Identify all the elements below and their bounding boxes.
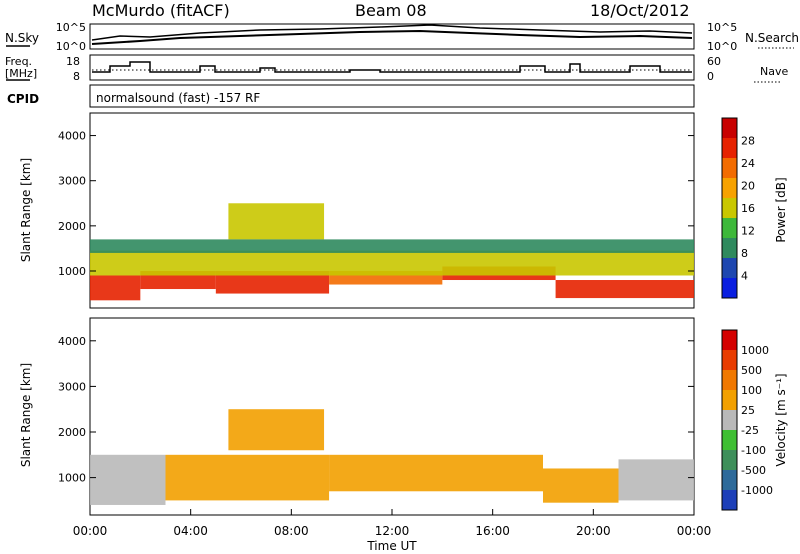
colorbar-tick-label: 20 — [741, 180, 755, 193]
freq-label-line2: [MHz] — [5, 67, 37, 80]
velocity-y-ticks: 1000 2000 3000 4000 — [58, 335, 694, 485]
x-tick-label: 08:00 — [274, 524, 309, 538]
colorbar-cell — [722, 470, 737, 490]
data-band — [543, 468, 619, 503]
y-tick-label: 3000 — [58, 380, 86, 393]
power-colorbar: 4 8 12 16 20 24 28 Power [dB] — [721, 117, 788, 299]
y-tick-label: 1000 — [58, 265, 86, 278]
colorbar-tick-label: 500 — [741, 364, 762, 377]
y-tick-label: 2000 — [58, 220, 86, 233]
power-ylabel: Slant Range [km] — [19, 158, 33, 262]
power-bands — [90, 203, 694, 301]
data-band — [215, 270, 330, 294]
station-title: McMurdo (fitACF) — [92, 1, 230, 20]
colorbar-tick-label: -1000 — [741, 484, 773, 497]
colorbar-tick-label: 1000 — [741, 344, 769, 357]
colorbar-tick-label: 24 — [741, 157, 755, 170]
y-tick-label: 4000 — [58, 335, 86, 348]
colorbar-cell — [722, 238, 737, 258]
nave-tick-bottom: 0 — [707, 70, 714, 83]
cpid-label: CPID — [7, 92, 39, 106]
colorbar-cell — [722, 450, 737, 470]
data-band — [228, 409, 325, 451]
colorbar-cell — [722, 178, 737, 198]
colorbar-tick-label: -100 — [741, 444, 766, 457]
noise-tick-bottom-left: 10^0 — [56, 40, 86, 53]
colorbar-cell — [722, 158, 737, 178]
nsearch-label: N.Search — [745, 31, 799, 45]
noise-tick-top-right: 10^5 — [707, 21, 737, 34]
colorbar-cell — [722, 430, 737, 450]
y-tick-label: 1000 — [58, 472, 86, 485]
velocity-panel: 1000 2000 3000 4000 Slant Range [km] — [19, 317, 695, 516]
time-axis-label: Time UT — [366, 539, 417, 553]
colorbar-cell — [722, 138, 737, 158]
colorbar-tick-label: 12 — [741, 225, 755, 238]
freq-tick-top: 18 — [66, 55, 80, 68]
freq-trace — [92, 61, 692, 73]
velocity-colorbar-label: Velocity [m s⁻¹] — [774, 373, 788, 466]
velocity-bands — [90, 409, 694, 505]
colorbar-cell — [722, 278, 737, 298]
data-band — [90, 275, 141, 301]
colorbar-tick-label: -25 — [741, 424, 759, 437]
freq-tick-bottom: 8 — [73, 70, 80, 83]
colorbar-cell — [722, 218, 737, 238]
data-band — [90, 250, 694, 276]
data-band — [329, 454, 543, 492]
beam-title: Beam 08 — [355, 1, 427, 20]
colorbar-tick-label: 8 — [741, 247, 748, 260]
freq-label-line1: Freq. — [5, 55, 32, 68]
x-tick-label: 16:00 — [475, 524, 510, 538]
x-tick-label: 04:00 — [173, 524, 208, 538]
colorbar-tick-label: 25 — [741, 404, 755, 417]
noise-tick-top-left: 10^5 — [56, 21, 86, 34]
nsky-label: N.Sky — [5, 31, 39, 45]
colorbar-cell — [722, 490, 737, 510]
x-tick-label: 00:00 — [73, 524, 108, 538]
cpid-text: normalsound (fast) -157 RF — [96, 91, 260, 105]
colorbar-cell — [722, 410, 737, 430]
velocity-ylabel: Slant Range [km] — [19, 363, 33, 467]
data-band — [90, 454, 166, 505]
colorbar-cell — [722, 198, 737, 218]
nave-label: Nave — [760, 65, 788, 78]
cpid-panel — [89, 84, 695, 108]
velocity-colorbar: 1000 500 100 25 -25 -100 -500 -1000 Velocity [m… — [721, 329, 788, 511]
colorbar-cell — [722, 330, 737, 350]
data-band — [228, 203, 325, 240]
colorbar-cell — [722, 118, 737, 138]
colorbar-cell — [722, 390, 737, 410]
colorbar-tick-label: 16 — [741, 202, 755, 215]
noise-tick-bottom-right: 10^0 — [707, 40, 737, 53]
date-title: 18/Oct/2012 — [590, 1, 690, 20]
freq-panel — [89, 54, 695, 81]
data-band — [90, 239, 694, 253]
nsearch-trace — [91, 24, 693, 41]
data-band — [618, 459, 694, 501]
data-band — [555, 280, 694, 299]
colorbar-tick-label: 28 — [741, 135, 755, 148]
nsky-trace — [91, 29, 693, 45]
colorbar-cell — [722, 350, 737, 370]
power-colorbar-label: Power [dB] — [774, 177, 788, 242]
x-tick-label: 20:00 — [576, 524, 611, 538]
power-y-ticks: 1000 2000 3000 4000 — [58, 130, 694, 278]
colorbar-tick-label: -500 — [741, 464, 766, 477]
power-panel: 1000 2000 3000 4000 Slant Range [km] — [19, 112, 695, 309]
y-tick-label: 3000 — [58, 175, 86, 188]
colorbar-tick-label: 4 — [741, 270, 748, 283]
colorbar-cell — [722, 258, 737, 278]
data-band — [165, 454, 330, 501]
time-axis-ticks: 00:00 04:00 08:00 12:00 16:00 20:00 00:00 — [73, 509, 712, 538]
y-tick-label: 4000 — [58, 130, 86, 143]
colorbar-cell — [722, 370, 737, 390]
colorbar-tick-label: 100 — [741, 384, 762, 397]
x-tick-label: 00:00 — [677, 524, 712, 538]
y-tick-label: 2000 — [58, 426, 86, 439]
x-tick-label: 12:00 — [375, 524, 410, 538]
nave-tick-top: 60 — [707, 55, 721, 68]
